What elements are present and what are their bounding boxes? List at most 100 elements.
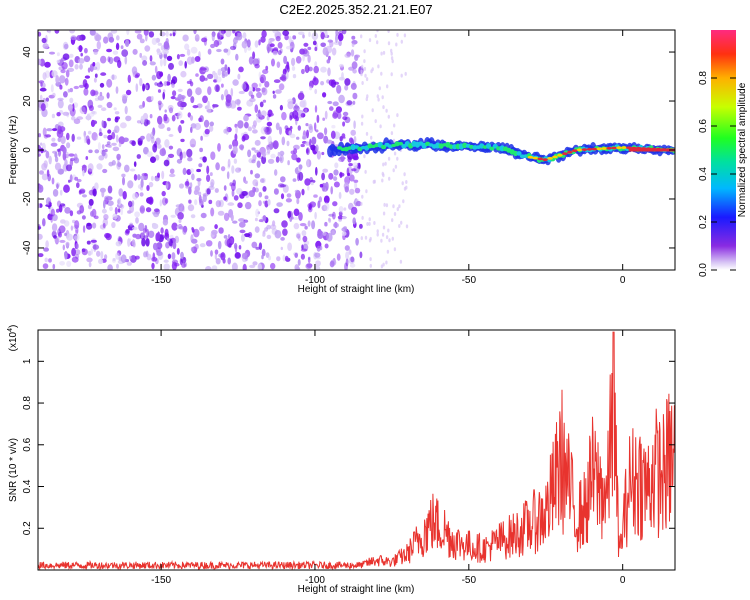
spectrogram-noise-speckle <box>165 30 169 37</box>
spectrogram-noise-speckle <box>139 38 145 44</box>
spectrogram-noise-speckle <box>41 163 48 171</box>
spectrogram-noise-speckle <box>42 263 49 269</box>
spectrogram-noise-speckle <box>39 87 47 92</box>
spectrogram-noise-speckle <box>333 176 338 181</box>
signal-blob-core <box>552 155 558 159</box>
spectrogram-noise-speckle <box>182 167 187 175</box>
snr-ytick-label: 0.6 <box>22 437 33 451</box>
spectrogram-noise-speckle <box>353 179 359 183</box>
spectrogram-noise-speckle <box>300 113 306 118</box>
spectrogram-noise-speckle <box>63 91 68 98</box>
spectrogram-noise-speckle <box>287 160 290 166</box>
spectrogram-noise-speckle <box>275 89 282 94</box>
spectrogram-noise-speckle <box>385 260 388 265</box>
spectrogram-noise-speckle <box>129 255 137 263</box>
spectrogram-noise-speckle <box>140 179 144 188</box>
spectrogram-noise-speckle <box>124 39 130 47</box>
spectrogram-ytick-label: -20 <box>22 191 33 206</box>
spectrogram-noise-speckle <box>277 42 283 49</box>
spectrogram-noise-speckle <box>92 222 97 229</box>
spectrogram-noise-speckle <box>38 31 42 37</box>
spectrogram-noise-speckle <box>191 56 195 64</box>
spectrogram-noise-speckle <box>257 211 260 215</box>
spectrogram-noise-speckle <box>391 59 394 64</box>
spectrogram-noise-speckle <box>41 173 48 181</box>
snr-xtick-label: -100 <box>305 575 325 586</box>
spectrogram-noise-speckle <box>315 166 318 176</box>
spectrogram-noise-speckle <box>194 243 199 250</box>
spectrogram-noise-speckle <box>308 31 311 37</box>
colorbar-label: Normalized spectral amplitude <box>737 82 748 217</box>
spectrogram-noise-speckle <box>79 205 85 214</box>
spectrogram-noise-speckle <box>143 30 149 36</box>
spectrogram-noise-speckle <box>73 235 78 241</box>
spectrogram-noise-speckle <box>220 58 225 65</box>
spectrogram-noise-speckle <box>382 105 385 110</box>
spectrogram-noise-speckle <box>238 245 242 250</box>
spectrogram-noise-speckle <box>353 136 357 144</box>
spectrogram-noise-speckle <box>176 54 180 60</box>
spectrogram-noise-speckle <box>62 53 70 60</box>
spectrogram-noise-speckle <box>249 97 256 103</box>
spectrogram-noise-speckle <box>54 151 58 158</box>
spectrogram-noise-speckle <box>101 120 105 128</box>
spectrogram-noise-speckle <box>162 219 169 226</box>
spectrogram-noise-speckle <box>141 55 148 62</box>
spectrogram-noise-speckle <box>175 204 182 208</box>
spectrogram-noise-speckle <box>387 41 391 46</box>
spectrogram-noise-speckle <box>385 235 389 240</box>
spectrogram-noise-speckle <box>104 232 111 239</box>
spectrogram-noise-speckle <box>376 229 379 234</box>
spectrogram-noise-speckle <box>302 99 307 109</box>
spectrogram-noise-speckle <box>281 111 287 121</box>
spectrogram-noise-speckle <box>52 189 59 197</box>
spectrogram-noise-speckle <box>218 227 224 234</box>
spectrogram-noise-speckle <box>355 200 362 207</box>
signal-blob-core <box>571 149 578 153</box>
spectrogram-noise-speckle <box>239 229 246 234</box>
spectrogram-noise-speckle <box>194 122 201 131</box>
spectrogram-noise-speckle <box>56 59 60 64</box>
spectrogram-noise-speckle <box>349 188 355 195</box>
spectrogram-noise-speckle <box>344 262 348 270</box>
spectrogram-noise-speckle <box>266 234 272 240</box>
spectrogram-noise-speckle <box>261 155 267 165</box>
spectrogram-noise-speckle <box>280 246 283 251</box>
spectrogram-noise-speckle <box>286 61 290 70</box>
spectrogram-noise-speckle <box>98 155 105 161</box>
spectrogram-noise-speckle <box>199 226 205 232</box>
spectrogram-noise-speckle <box>101 189 105 198</box>
spectrogram-noise-speckle <box>168 145 174 150</box>
signal-blob-core <box>581 148 588 152</box>
spectrogram-noise-speckle <box>157 89 162 93</box>
spectrogram-noise-speckle <box>286 71 289 80</box>
spectrogram-noise-speckle <box>97 104 103 108</box>
spectrogram-noise-speckle <box>74 220 80 230</box>
spectrogram-noise-speckle <box>249 264 256 269</box>
spectrogram-noise-speckle <box>256 160 261 168</box>
spectrogram-noise-speckle <box>146 228 150 238</box>
spectrogram-noise-speckle <box>174 235 180 244</box>
spectrogram-noise-speckle <box>203 38 207 46</box>
spectrogram-ytick-label: 0 <box>22 147 33 153</box>
spectrogram-noise-speckle <box>372 179 375 184</box>
spectrogram-noise-speckle <box>293 217 299 220</box>
spectrogram-noise-speckle <box>235 53 239 61</box>
spectrogram-noise-speckle <box>42 218 46 227</box>
spectrogram-noise-speckle <box>286 193 292 198</box>
spectrogram-noise-speckle <box>395 42 398 47</box>
spectrogram-noise-speckle <box>64 232 67 237</box>
spectrogram-noise-speckle <box>320 81 325 86</box>
spectrogram-noise-speckle <box>107 56 111 63</box>
spectrogram-noise-speckle <box>118 188 124 197</box>
spectrogram-noise-speckle <box>78 58 85 64</box>
spectrogram-noise-speckle <box>209 182 214 188</box>
spectrogram-noise-speckle <box>281 220 288 228</box>
spectrogram-noise-speckle <box>134 74 139 79</box>
spectrogram-noise-speckle <box>162 91 165 100</box>
spectrogram-noise-speckle <box>332 110 339 118</box>
spectrogram-noise-speckle <box>131 66 138 75</box>
spectrogram-noise-speckle <box>148 31 155 38</box>
spectrogram-noise-speckle <box>192 105 199 109</box>
spectrogram-noise-speckle <box>252 87 256 92</box>
